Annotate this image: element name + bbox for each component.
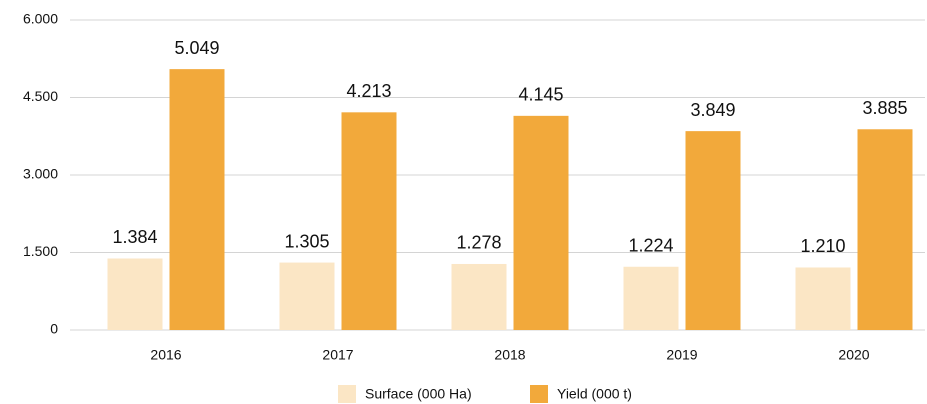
x-tick-label: 2018 xyxy=(494,347,525,363)
bar xyxy=(107,258,163,330)
legend-label: Surface (000 Ha) xyxy=(365,386,472,402)
bar xyxy=(623,266,679,330)
bar xyxy=(513,115,569,330)
bar xyxy=(685,131,741,330)
bar xyxy=(857,129,913,330)
value-label: 1.224 xyxy=(628,236,673,256)
value-label: 1.210 xyxy=(800,236,845,256)
y-tick-label: 1.500 xyxy=(23,243,58,259)
legend-label: Yield (000 t) xyxy=(557,386,632,402)
y-tick-label: 0 xyxy=(50,321,58,337)
value-label: 3.885 xyxy=(862,98,907,118)
y-tick-label: 4.500 xyxy=(23,88,58,104)
value-label: 4.213 xyxy=(346,81,391,101)
y-tick-label: 3.000 xyxy=(23,166,58,182)
value-label: 4.145 xyxy=(518,85,563,105)
bar xyxy=(169,69,225,330)
value-label: 1.278 xyxy=(456,233,501,253)
bar xyxy=(279,262,335,330)
x-tick-label: 2016 xyxy=(150,347,181,363)
value-label: 3.849 xyxy=(690,100,735,120)
value-label: 1.305 xyxy=(284,231,329,251)
bar xyxy=(795,267,851,330)
x-tick-label: 2020 xyxy=(838,347,869,363)
x-tick-label: 2019 xyxy=(666,347,697,363)
bar xyxy=(341,112,397,330)
value-label: 1.384 xyxy=(112,227,157,247)
x-tick-label: 2017 xyxy=(322,347,353,363)
legend-swatch xyxy=(530,385,548,403)
bar xyxy=(451,263,507,330)
y-tick-label: 6.000 xyxy=(23,11,58,27)
legend-swatch xyxy=(338,385,356,403)
value-label: 5.049 xyxy=(174,38,219,58)
